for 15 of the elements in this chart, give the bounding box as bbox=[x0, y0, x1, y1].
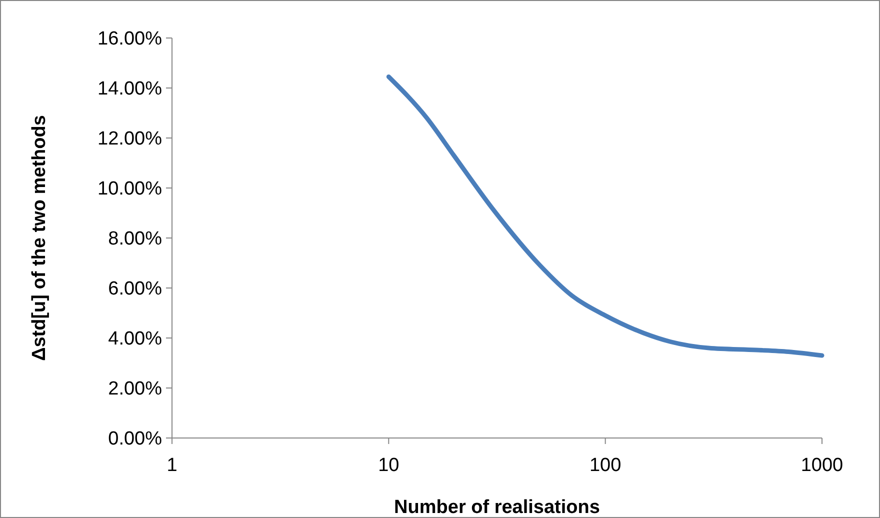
y-tick-label: 6.00% bbox=[108, 278, 162, 300]
y-tick-label: 8.00% bbox=[108, 228, 162, 250]
x-tick-label: 10 bbox=[378, 455, 400, 476]
x-tick-label: 1 bbox=[166, 455, 178, 476]
x-tick-label: 1000 bbox=[800, 455, 844, 476]
y-tick-label: 4.00% bbox=[108, 328, 162, 350]
y-axis-title: Δstd[u] of the two methods bbox=[29, 115, 50, 361]
y-tick-label: 12.00% bbox=[98, 128, 162, 150]
y-tick-label: 0.00% bbox=[108, 428, 162, 450]
x-tick-label: 100 bbox=[589, 455, 622, 476]
x-axis-title: Number of realisations bbox=[394, 497, 600, 518]
y-tick-label: 14.00% bbox=[98, 78, 162, 100]
y-tick-label: 10.00% bbox=[98, 178, 162, 200]
y-tick-label: 16.00% bbox=[98, 28, 162, 50]
y-tick-label: 2.00% bbox=[108, 378, 162, 400]
